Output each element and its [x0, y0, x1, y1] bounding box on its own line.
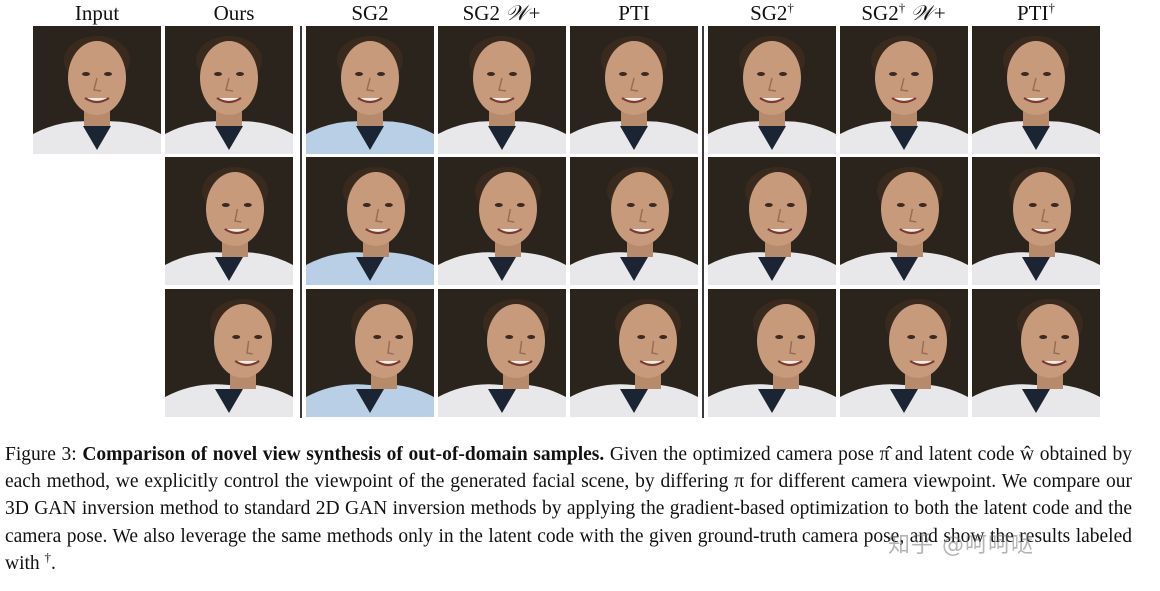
caption-title: Comparison of novel view synthesis of ou… [82, 444, 605, 465]
face-image [33, 26, 161, 154]
face-image [306, 157, 434, 285]
face-image [306, 289, 434, 417]
face-image [306, 26, 434, 154]
face-image [972, 157, 1100, 285]
header-pti-dagger: PTI† [1017, 0, 1055, 25]
face-image [708, 289, 836, 417]
face-image [438, 157, 566, 285]
header-sg2-dagger: SG2† [750, 0, 794, 25]
face-image [972, 26, 1100, 154]
figure-caption: Figure 3: Comparison of novel view synth… [5, 444, 1133, 574]
header-pti: PTI [618, 1, 650, 25]
figure-label: Figure 3: [5, 444, 77, 465]
face-image [438, 26, 566, 154]
face-image [840, 26, 968, 154]
face-image [840, 289, 968, 417]
header-sg2-dagger-w-plus: SG2† 𝒲+ [861, 0, 947, 25]
header-input: Input [74, 1, 120, 25]
face-image [708, 26, 836, 154]
face-image [840, 157, 968, 285]
face-image [972, 289, 1100, 417]
face-image [165, 26, 293, 154]
watermark: 知乎 @呵呵哒 [888, 533, 1034, 558]
face-image [570, 26, 698, 154]
face-image [570, 157, 698, 285]
face-image [708, 157, 836, 285]
face-image [165, 157, 293, 285]
face-image [165, 289, 293, 417]
column-divider-right [702, 26, 704, 418]
header-ours: Ours [213, 1, 255, 25]
header-sg2: SG2 [351, 1, 389, 25]
column-divider-left [300, 26, 302, 418]
caption-body: Given the optimized camera pose π̂ and l… [5, 444, 1133, 574]
caption-dagger: † [44, 549, 52, 565]
header-sg2-w-plus: SG2 𝒲+ [462, 1, 542, 25]
face-image [438, 289, 566, 417]
face-image [570, 289, 698, 417]
